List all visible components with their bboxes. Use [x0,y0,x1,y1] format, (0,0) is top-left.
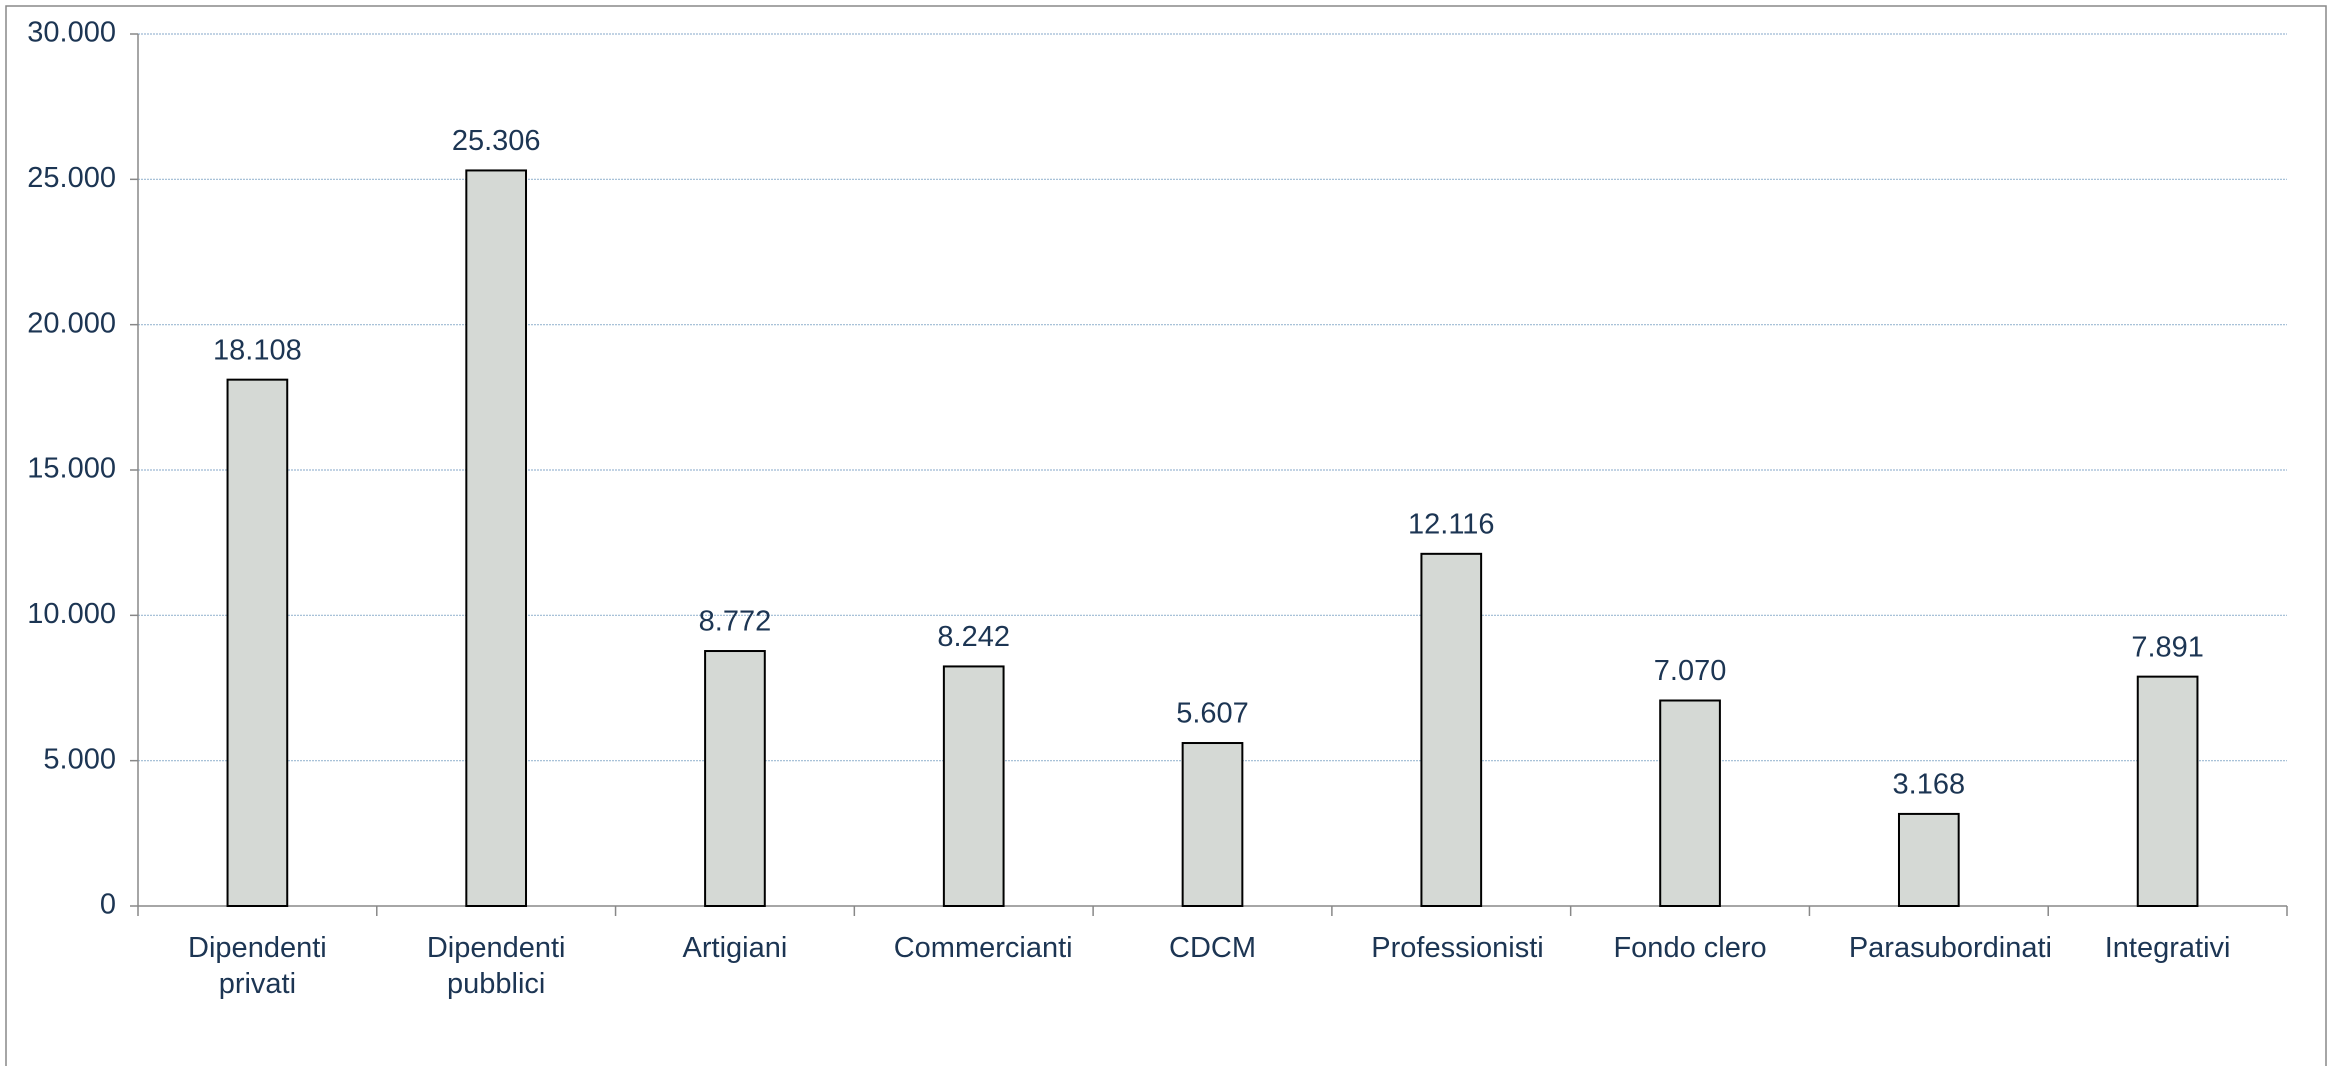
x-tick-label: Professionisti [1371,932,1544,964]
bar [1897,812,1960,908]
y-tick-label: 10.000 [27,598,116,630]
data-label: 18.108 [213,334,302,366]
x-tick-label: Artigiani [682,932,788,964]
bar [465,169,528,908]
y-tick-label: 0 [100,889,116,921]
data-label: 8.772 [699,606,772,638]
y-tick-label: 5.000 [43,743,116,775]
data-label: 7.891 [2131,631,2204,663]
chart-frame [5,5,2327,1066]
data-label: 12.116 [1408,508,1495,540]
y-tick-label: 20.000 [27,307,116,339]
data-label: 5.607 [1176,698,1249,730]
data-label: 25.306 [452,125,541,157]
bar [2136,675,2199,908]
bar [1420,552,1483,907]
x-tick-label: Dipendenti privati [188,932,327,1000]
x-tick-label: Dipendenti pubblici [426,932,566,1000]
bar [704,650,766,908]
y-tick-label: 30.000 [27,17,116,49]
data-label: 7.070 [1654,655,1727,687]
data-label: 3.168 [1893,769,1966,801]
x-tick-label: Fondo clero [1613,932,1767,964]
x-tick-label: Integrativi [2104,932,2231,964]
bar [1659,699,1721,907]
x-tick-label: Parasubordinati [1848,932,2052,964]
bar [942,665,1005,908]
data-label: 8.242 [937,621,1010,653]
y-tick-label: 15.000 [27,453,116,485]
x-tick-label: Commercianti [893,932,1073,964]
bar [226,378,289,907]
x-tick-label: CDCM [1169,932,1256,964]
y-tick-label: 25.000 [27,162,116,194]
bar [1181,742,1244,907]
